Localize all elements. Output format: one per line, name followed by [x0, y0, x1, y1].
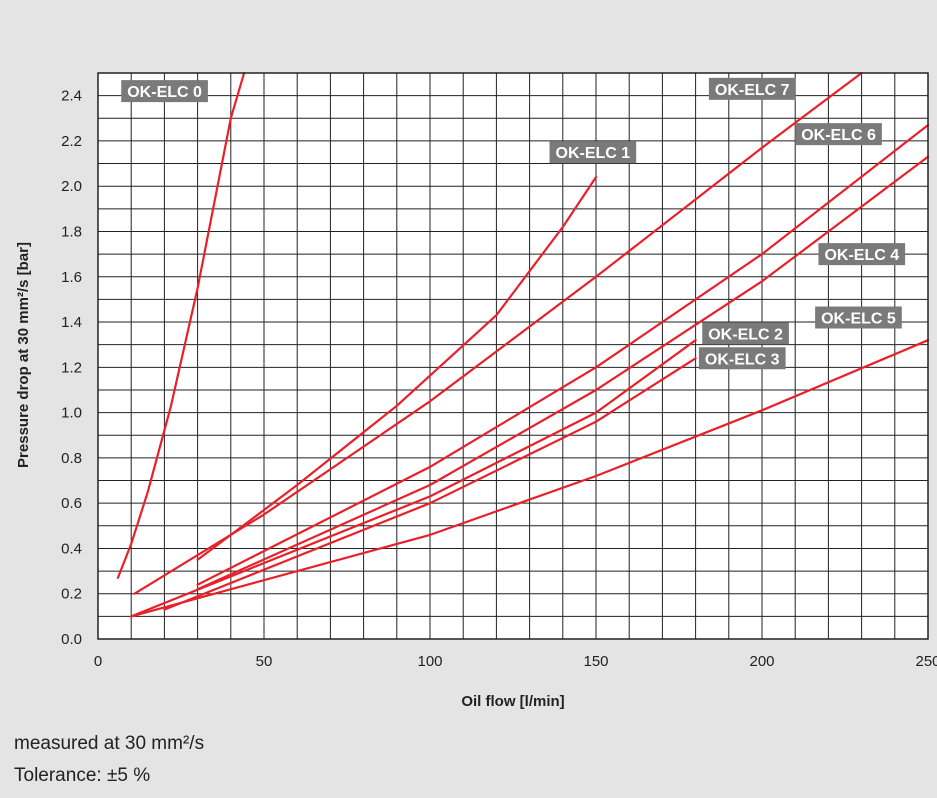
series-line-ok-elc-5: [130, 339, 930, 618]
plot-background: [98, 73, 928, 639]
x-axis-label: Oil flow [l/min]: [461, 693, 564, 710]
series-label-text: OK-ELC 0: [127, 84, 202, 101]
y-tick-label: 0.0: [61, 631, 82, 648]
series-line-ok-elc-3: [163, 357, 697, 611]
y-tick-label: 2.4: [61, 88, 82, 105]
series-label-ok-elc-0: OK-ELC 0: [121, 80, 208, 103]
series-label-box: [708, 77, 796, 100]
series-label-box: [549, 141, 637, 164]
y-tick-label: 0.2: [61, 586, 82, 603]
series-labels: OK-ELC 0 OK-ELC 1 OK-ELC 7 OK-ELC 6 OK-ELC 4…: [121, 77, 906, 370]
series-label-text: OK-ELC 1: [556, 145, 631, 162]
series-label-ok-elc-4: OK-ELC 4: [818, 243, 906, 266]
x-tick-label: 250: [915, 653, 937, 670]
series-label-box: [121, 80, 208, 103]
series-label-text: OK-ELC 5: [821, 311, 896, 328]
series-label-text: OK-ELC 6: [801, 127, 876, 144]
y-tick-label: 2.2: [61, 133, 82, 150]
x-tick-label: 150: [583, 653, 608, 670]
y-tick-label: 0.8: [61, 450, 82, 467]
series-line-ok-elc-1: [196, 176, 598, 561]
series-line-ok-elc-2: [130, 339, 697, 618]
y-tick-label: 1.0: [61, 405, 82, 422]
y-axis-label: Pressure drop at 30 mm²/s [bar]: [15, 242, 32, 468]
y-tick-label: 1.8: [61, 223, 82, 240]
series-line-ok-elc-0: [116, 71, 246, 580]
series-label-ok-elc-3: OK-ELC 3: [698, 347, 786, 370]
series-label-ok-elc-1: OK-ELC 1: [549, 141, 637, 164]
tolerance-note: Tolerance: ±5 %: [14, 765, 151, 786]
series-line-ok-elc-6: [196, 123, 930, 586]
series-label-text: OK-ELC 2: [708, 326, 783, 343]
grid-lines: [98, 73, 928, 639]
y-tick-label: 0.6: [61, 495, 82, 512]
x-tick-label: 200: [749, 653, 774, 670]
series-label-box: [795, 123, 882, 146]
series-label-ok-elc-2: OK-ELC 2: [702, 322, 789, 345]
measurement-note: measured at 30 mm²/s: [14, 733, 205, 754]
series-label-ok-elc-5: OK-ELC 5: [815, 306, 902, 329]
series-line-ok-elc-7: [133, 71, 863, 595]
series-lines: [116, 71, 930, 618]
series-label-box: [818, 243, 906, 266]
series-label-text: OK-ELC 4: [824, 247, 899, 264]
y-tick-label: 1.4: [61, 314, 82, 331]
series-label-box: [815, 306, 902, 329]
series-label-box: [698, 347, 786, 370]
y-tick-label: 1.6: [61, 269, 82, 286]
x-tick-labels: 0 50 100 150 200 250: [94, 653, 937, 670]
y-tick-label: 1.2: [61, 359, 82, 376]
series-label-ok-elc-6: OK-ELC 6: [795, 123, 882, 146]
series-label-ok-elc-7: OK-ELC 7: [708, 77, 796, 100]
series-label-text: OK-ELC 7: [715, 82, 790, 99]
pressure-drop-chart: 0 50 100 150 200 250 0.0 0.2 0.4 0.6 0.8 1.0 1.2 1.4…: [15, 71, 937, 710]
x-tick-label: 50: [256, 653, 273, 670]
x-tick-label: 100: [417, 653, 442, 670]
y-tick-labels: 0.0 0.2 0.4 0.6 0.8 1.0 1.2 1.4 1.6 1.8 2.0 2.2 2.4: [61, 88, 82, 648]
plot-frame: [97, 72, 929, 640]
x-tick-label: 0: [94, 653, 102, 670]
series-line-ok-elc-4: [196, 155, 930, 591]
series-label-text: OK-ELC 3: [705, 351, 780, 368]
y-tick-label: 0.4: [61, 540, 82, 557]
y-tick-label: 2.0: [61, 178, 82, 195]
series-label-box: [702, 322, 789, 345]
